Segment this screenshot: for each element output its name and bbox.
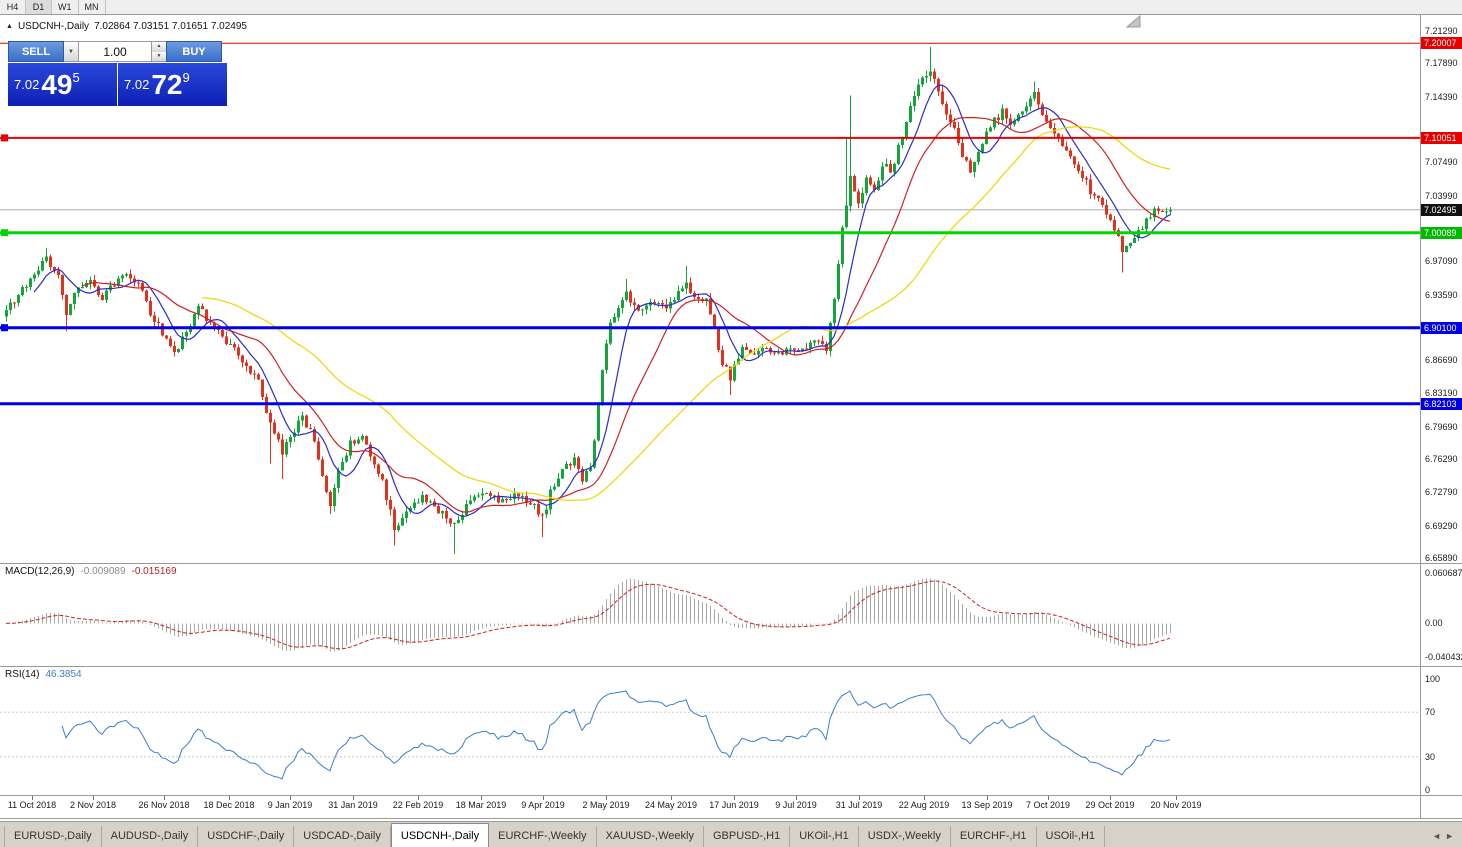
tabs-scroll-left-icon[interactable]: ◄ xyxy=(1432,831,1442,841)
volume-spinner: ▲ ▼ xyxy=(152,41,166,62)
tabs-scroll-right-icon[interactable]: ► xyxy=(1445,831,1454,841)
timeframe-toolbar: H4 D1 W1 MN xyxy=(0,0,1462,15)
buy-price-prefix: 7.02 xyxy=(124,77,150,92)
volume-dropdown-button[interactable]: ▼ xyxy=(64,41,79,62)
macd-main-value: -0.009089 xyxy=(80,566,126,577)
chart-tab-audusd-daily[interactable]: AUDUSD-,Daily xyxy=(102,826,199,847)
rsi-line xyxy=(61,690,1171,780)
ma-8-line xyxy=(33,84,1171,517)
macd-indicator-label: MACD(12,26,9) -0.009089 -0.015169 xyxy=(5,566,177,577)
scroll-shift-marker[interactable] xyxy=(1125,14,1141,28)
chart-tab-eurchf-weekly[interactable]: EURCHF-,Weekly xyxy=(489,826,597,847)
tab-scroll-controls: ◄ ► xyxy=(1432,831,1462,847)
chevron-down-icon: ▼ xyxy=(68,48,74,55)
sell-price-prefix: 7.02 xyxy=(14,77,40,92)
volume-input[interactable] xyxy=(79,41,152,62)
buy-price-big-digits: 72 xyxy=(151,68,183,100)
sell-price-pipette: 5 xyxy=(72,70,80,85)
buy-button[interactable]: BUY xyxy=(166,41,222,62)
chart-tab-ukoil-h1[interactable]: UKOil-,H1 xyxy=(790,826,859,847)
chart-tab-eurchf-h1[interactable]: EURCHF-,H1 xyxy=(951,826,1037,847)
level-line-handle[interactable] xyxy=(1,134,8,142)
rsi-value: 46.3854 xyxy=(45,669,82,680)
buy-price-display[interactable]: 7.02 72 9 xyxy=(118,63,227,106)
chart-tab-bar: EURUSD-,Daily AUDUSD-,Daily USDCHF-,Daily U… xyxy=(0,821,1462,847)
volume-increase-button[interactable]: ▲ xyxy=(152,42,166,52)
sell-button[interactable]: SELL xyxy=(8,41,64,62)
chart-ohlc-values: 7.02864 7.03151 7.01651 7.02495 xyxy=(94,21,247,32)
date-ticks xyxy=(32,796,1177,800)
chart-tab-gbpusd-h1[interactable]: GBPUSD-,H1 xyxy=(704,826,791,847)
level-line-handle[interactable] xyxy=(1,324,8,332)
macd-histogram xyxy=(10,578,1171,652)
buy-price-pipette: 9 xyxy=(182,70,190,85)
chart-tab-usdx-weekly[interactable]: USDX-,Weekly xyxy=(859,826,951,847)
timeframe-button-h4[interactable]: H4 xyxy=(0,0,26,14)
ma-20-line xyxy=(81,116,1171,513)
chart-tab-usoil-h1[interactable]: USOil-,H1 xyxy=(1037,826,1106,847)
rsi-indicator-label: RSI(14) 46.3854 xyxy=(5,669,82,680)
volume-decrease-button[interactable]: ▼ xyxy=(152,51,166,61)
timeframe-button-mn[interactable]: MN xyxy=(78,0,106,14)
level-line-handle[interactable] xyxy=(1,229,8,237)
price-display-row: 7.02 49 5 7.02 72 9 xyxy=(8,63,227,106)
chart-tab-usdcnh-daily[interactable]: USDCNH-,Daily xyxy=(390,823,490,847)
chart-tab-usdcad-daily[interactable]: USDCAD-,Daily xyxy=(294,826,391,847)
chart-tab-strip: EURUSD-,Daily AUDUSD-,Daily USDCHF-,Daily U… xyxy=(0,822,1106,847)
chart-tab-eurusd-daily[interactable]: EURUSD-,Daily xyxy=(4,826,102,847)
chevron-up-icon: ▲ xyxy=(156,43,162,50)
macd-signal-value: -0.015169 xyxy=(131,566,177,577)
chevron-down-icon: ▼ xyxy=(156,52,162,59)
timeframe-button-w1[interactable]: W1 xyxy=(52,0,79,14)
symbol-marker-icon: ▲ xyxy=(6,23,13,30)
chart-title: ▲ USDCNH-,Daily 7.02864 7.03151 7.01651 … xyxy=(6,21,247,32)
macd-signal-line xyxy=(5,580,1171,650)
timeframe-button-d1[interactable]: D1 xyxy=(26,0,52,14)
candlestick-series xyxy=(5,47,1172,555)
one-click-trading-panel: SELL ▼ ▲ ▼ BUY 7.02 49 5 7.02 72 9 xyxy=(8,41,227,106)
sell-price-display[interactable]: 7.02 49 5 xyxy=(8,63,117,106)
order-controls-row: SELL ▼ ▲ ▼ BUY xyxy=(8,41,227,62)
chart-symbol-period: USDCNH-,Daily xyxy=(17,21,90,32)
chart-tab-usdchf-daily[interactable]: USDCHF-,Daily xyxy=(198,826,295,847)
chart-tab-xauusd-weekly[interactable]: XAUUSD-,Weekly xyxy=(597,826,704,847)
sell-price-big-digits: 49 xyxy=(41,68,73,100)
ma-50-line xyxy=(201,126,1171,502)
macd-label-text: MACD(12,26,9) xyxy=(5,566,75,577)
rsi-label-text: RSI(14) xyxy=(5,669,40,680)
